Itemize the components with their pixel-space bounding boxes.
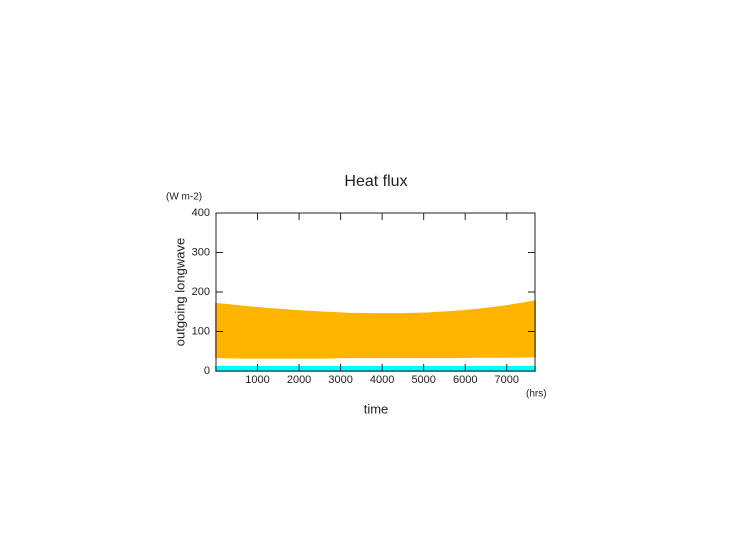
x-tick-label: 1000: [245, 374, 269, 386]
x-axis-label: time: [364, 401, 389, 416]
y-tick-label: 0: [204, 365, 210, 377]
band-area: [215, 300, 536, 359]
y-tick-label: 200: [192, 286, 210, 298]
band-area: [215, 366, 536, 372]
y-unit: (W m-2): [166, 192, 202, 203]
chart-title: Heat flux: [344, 173, 407, 190]
y-tick-label: 100: [192, 325, 210, 337]
y-tick-label: 400: [192, 207, 210, 219]
y-tick-label: 300: [192, 246, 210, 258]
x-tick-label: 5000: [411, 374, 435, 386]
x-tick-label: 7000: [495, 374, 519, 386]
x-tick-label: 6000: [453, 374, 477, 386]
y-axis-label: outgoing longwave: [172, 238, 187, 346]
x-tick-label: 2000: [287, 374, 311, 386]
x-tick-label: 3000: [328, 374, 352, 386]
x-unit: (hrs): [526, 389, 547, 400]
x-tick-label: 4000: [370, 374, 394, 386]
